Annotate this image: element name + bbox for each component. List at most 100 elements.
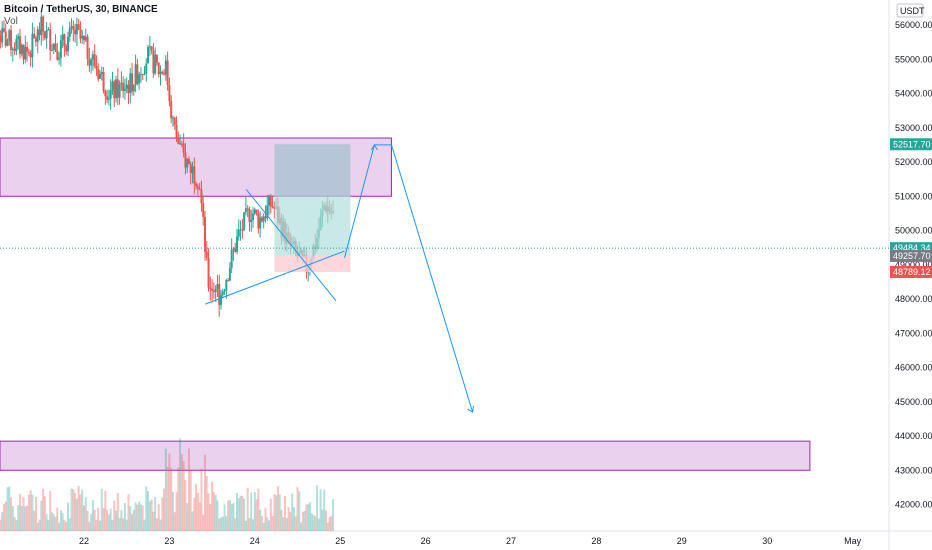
candle-body [118,83,121,98]
volume-bar [243,498,246,531]
candle-body [173,117,176,126]
candle-body [236,236,239,252]
volume-bar [10,497,13,531]
candle-body [195,183,198,187]
volume-bar [118,517,121,531]
x-tick-label: 30 [762,536,772,546]
volume-bar [212,492,215,531]
candle-body [214,288,217,293]
volume-bar [43,496,46,531]
candle-body [200,189,203,204]
candle-body [269,195,272,207]
volume-bar [321,509,324,531]
candle-body [198,188,201,190]
volume-bar [280,510,283,531]
volume-bar [50,512,53,531]
candle-body [61,34,64,41]
volume-bar [223,504,226,531]
candle-body [1,28,4,43]
volume-bar [166,466,169,531]
volume-bar [250,492,253,531]
candle-body [70,26,73,28]
candle-body [223,290,226,292]
volume-bar [310,513,313,531]
volume-bar [271,515,274,531]
volume-bar [45,514,48,531]
volume-bar [17,505,20,531]
candle-body [228,268,231,281]
volume-bar [38,519,41,531]
candle-body [11,48,14,50]
candle-body [26,47,29,52]
volume-bar [58,522,61,531]
currency-label[interactable]: USDT [900,6,925,16]
volume-bar [319,489,322,531]
candle-body [170,101,173,119]
volume-bar [143,519,146,531]
candle-body [68,27,71,37]
volume-bar [305,504,308,531]
volume-bar [253,491,256,531]
volume-bar [177,467,180,531]
volume-bar [107,514,110,531]
candle-body [102,72,105,91]
trendline-1 [245,189,337,302]
candle-body [50,49,53,51]
volume-bar [227,500,230,531]
volume-bar [134,502,137,531]
candle-body [248,209,251,222]
candle-body [59,40,62,58]
candle-body [86,36,89,60]
volume-bar [262,522,265,531]
price-tag-entry [890,249,932,262]
volume-bar [241,496,244,531]
volume-bar [303,510,306,531]
stop-zone [274,255,351,272]
volume-bar [205,475,208,531]
y-tick-label: 51000.00 [895,191,932,201]
candle-body [259,217,262,229]
candle-body [154,54,157,74]
candle-body [186,159,189,168]
candle-body [58,57,61,60]
volume-bar [330,515,333,531]
volume-bar [150,499,153,531]
volume-bar [221,516,224,531]
volume-bar [147,491,150,531]
y-tick-label: 54000.00 [895,89,932,99]
candle-body [54,43,57,51]
candle-body [163,73,166,75]
candle-body [24,47,27,60]
volume-bar [70,488,73,531]
volume-bar [6,487,9,531]
volume-bar [312,514,315,531]
volume-bar [284,496,287,531]
volume-bar [157,504,160,531]
volume-bar [291,493,294,531]
volume-bar [264,507,267,531]
volume-bar [257,488,260,531]
volume-bar [102,508,105,531]
candle-body [230,249,233,269]
candle-body [88,59,91,66]
candle-body [79,29,82,39]
candle-body [227,280,230,282]
volume-bar [196,492,199,531]
x-tick-label: 23 [164,536,174,546]
volume-bar [79,494,82,531]
candle-body [131,73,134,92]
arrow-head-up [370,143,378,151]
projection-path [343,144,474,413]
volume-bar [29,490,32,531]
candle-body [218,284,221,306]
candle-body [99,73,102,79]
volume-bar [300,522,303,531]
volume-bar [81,489,84,531]
volume-bar [332,499,335,531]
volume-bar [209,503,212,531]
volume-bar [49,490,52,531]
candle-body [33,33,36,39]
candle-body [22,44,25,60]
